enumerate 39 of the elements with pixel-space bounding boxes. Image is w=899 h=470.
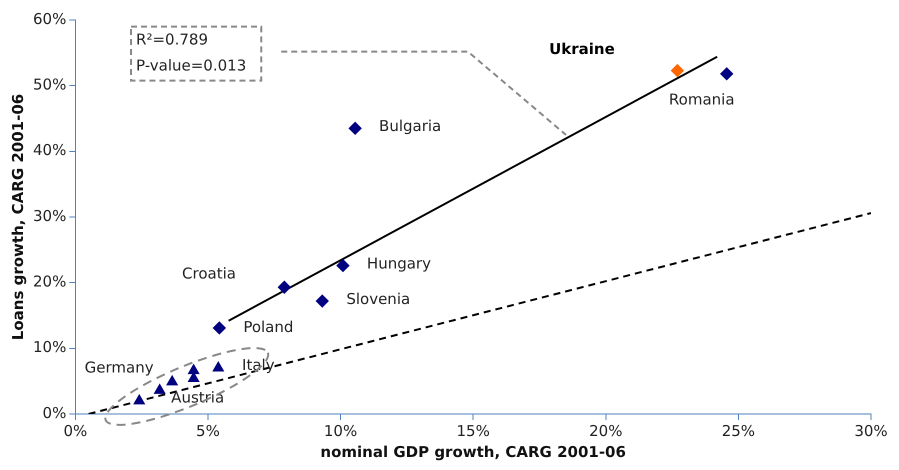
annotation: Romania [668, 90, 735, 109]
y-tick-label: 30% [32, 206, 66, 225]
x-tick-label: 0% [63, 422, 88, 440]
annotation: Austria [171, 388, 224, 406]
x-tick-label: 5% [196, 422, 220, 440]
annotation: R²=0.789 [136, 30, 208, 48]
y-tick-label: 20% [32, 272, 66, 291]
x-tick-label: 15% [456, 422, 490, 440]
annotation: Croatia [182, 264, 236, 283]
point [316, 294, 329, 308]
point [154, 384, 166, 394]
y-axis-title: Loans growth, CARG 2001-06 [8, 94, 27, 340]
point [166, 375, 178, 386]
annotation: Ukraine [549, 40, 615, 58]
y-tick-label: 0% [42, 404, 66, 422]
point [348, 122, 362, 135]
y-tick-label: 10% [32, 338, 66, 356]
x-axis-title: nominal GDP growth, CARG 2001-06 [320, 442, 626, 461]
y-tick-label: 60% [32, 10, 66, 28]
point [212, 362, 224, 372]
annotation: Slovenia [346, 290, 410, 308]
annotation: P-value=0.013 [136, 56, 246, 74]
x-tick-label: 30% [854, 422, 888, 440]
point [670, 64, 684, 78]
y-tick-label: 40% [32, 141, 66, 160]
annotation: Hungary [366, 254, 432, 272]
y-tick-label: 50% [32, 76, 66, 94]
annotation: Germany [84, 358, 154, 377]
point [720, 67, 734, 80]
point [336, 259, 350, 272]
x-tick-label: 10% [324, 422, 358, 440]
point [278, 280, 291, 294]
point [134, 394, 145, 404]
point [212, 321, 226, 334]
x-tick-label: 20% [589, 422, 622, 440]
annotation: Bulgaria [379, 117, 442, 136]
point [188, 364, 200, 374]
annotation: Poland [243, 318, 294, 336]
x-tick-label: 25% [722, 422, 756, 440]
